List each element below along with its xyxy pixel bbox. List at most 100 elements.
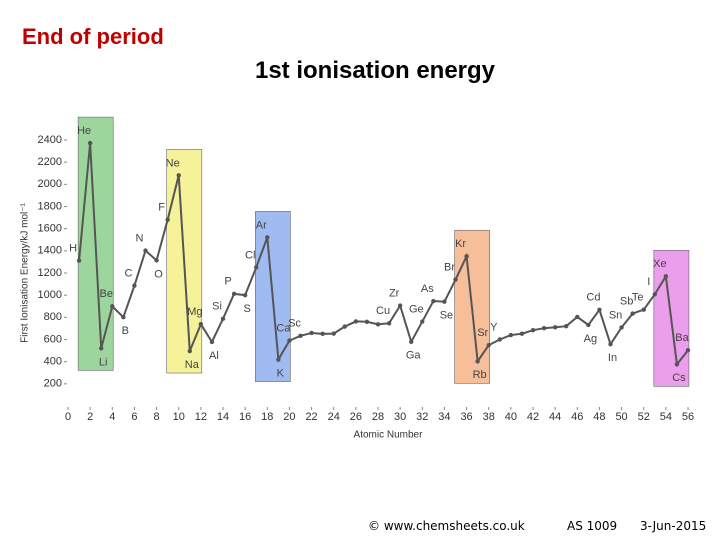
y-tick-label: 1000 [38,289,62,301]
point-label: Xe [653,258,666,270]
data-point [442,299,447,304]
data-point [464,254,469,259]
point-label: Sr [477,327,488,339]
data-point [99,346,104,351]
data-point [431,298,436,304]
point-label: Ar [256,219,267,231]
x-tick-label: 42 [527,411,539,423]
data-point [110,304,115,309]
data-point [641,307,646,312]
y-tick-label: 2400 [38,134,62,146]
point-label: Zr [389,287,400,299]
data-point [541,325,547,331]
data-line [78,143,689,367]
data-point [530,327,536,333]
data-point [674,362,680,367]
data-point [497,337,502,342]
x-axis-label: Atomic Number [354,430,424,441]
data-point [619,325,624,330]
data-point [254,265,259,270]
footer-code: AS 1009 [567,519,618,533]
x-tick-label: 34 [438,411,450,423]
point-label: Si [212,301,222,313]
point-label: Ga [406,350,422,362]
data-point [76,258,82,263]
point-label: N [136,233,144,245]
data-point [265,235,270,240]
point-label: Cd [586,292,600,304]
data-point [198,322,204,327]
y-tick-label: 2000 [38,178,62,190]
x-tick-label: 14 [217,411,229,423]
data-point [663,274,669,279]
point-label: Te [632,292,644,304]
point-label: Na [185,359,200,371]
x-tick-label: 4 [109,411,115,423]
y-tick-label: 1400 [38,245,62,257]
point-label: Sc [288,318,301,330]
data-point [165,217,170,222]
point-label: Ag [584,333,597,345]
y-tick-label: 1200 [38,267,62,279]
point-label: Sn [609,309,622,321]
x-tick-label: 26 [350,411,362,423]
x-tick-label: 54 [660,411,672,423]
x-tick-label: 40 [505,411,517,423]
data-point [597,307,602,312]
x-tick-label: 10 [173,411,185,423]
point-label: As [421,283,434,295]
data-point [397,303,403,308]
data-point [298,333,303,339]
y-tick-label: 1800 [38,200,62,212]
x-tick-label: 28 [372,411,384,423]
y-tick-label: 1600 [38,223,62,235]
point-label: Cs [672,372,686,384]
point-label: B [122,325,129,337]
data-point [652,292,657,297]
data-point [209,339,215,345]
y-tick-label: 800 [44,311,62,323]
y-axis-label: First Ionisation Energy/kJ mol⁻¹ [20,202,31,342]
x-tick-label: 52 [638,411,650,423]
data-point [486,342,491,348]
data-point [154,258,159,263]
data-point [409,339,414,345]
x-tick-label: 32 [416,411,428,423]
point-label: Ba [675,332,689,344]
point-label: Cu [376,305,390,317]
point-label: Kr [455,238,466,250]
header: End of period [22,24,164,49]
point-label: He [77,125,91,137]
y-tick-label: 600 [44,333,62,345]
data-point [586,322,591,328]
x-tick-label: 6 [131,411,137,423]
x-tick-label: 38 [483,411,495,423]
data-point [87,140,93,146]
data-point [519,331,525,336]
chart-title: 1st ionisation energy [254,57,496,84]
data-point [364,319,370,324]
x-tick-label: 2 [87,411,93,423]
data-point [630,311,635,316]
data-point [552,325,558,330]
point-label: Al [209,350,219,362]
y-tick-label: 2200 [38,156,62,168]
data-point [386,321,392,326]
point-label: Sb [620,295,633,307]
point-label: Li [99,356,108,368]
x-tick-label: 8 [154,411,160,423]
footer-source: © www.chemsheets.co.uk [368,519,525,533]
data-point [375,322,381,327]
x-tick-label: 20 [283,411,295,423]
data-point [309,330,314,336]
data-point [242,292,248,298]
point-label: O [154,268,163,280]
x-tick-label: 48 [593,411,605,423]
point-label: Se [440,310,453,322]
data-point [176,173,181,178]
data-point [342,324,347,329]
point-label: Ge [409,303,424,315]
x-tick-label: 22 [305,411,317,423]
point-label: P [224,276,231,288]
